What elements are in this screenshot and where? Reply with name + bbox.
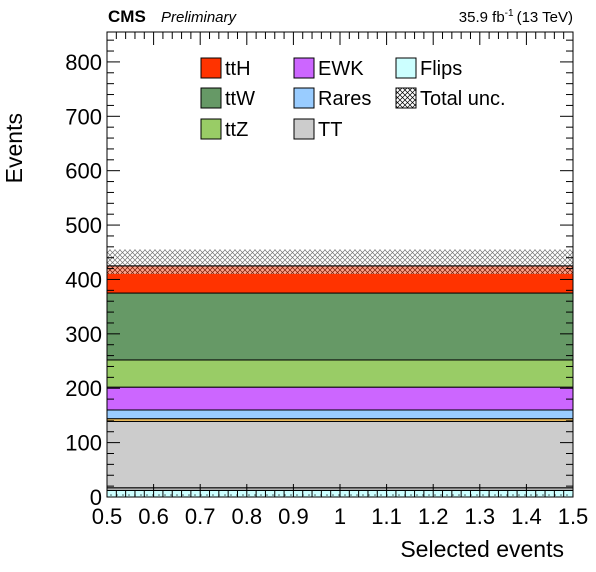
x-tick-label: 0.9 <box>278 504 309 529</box>
legend: ttH EWK Flips ttW Rares Total unc. ttZ TT <box>200 57 506 141</box>
status-label: Preliminary <box>161 9 238 26</box>
x-tick-label: 1.2 <box>418 504 449 529</box>
x-tick-label: 0.7 <box>185 504 216 529</box>
legend-swatch-ewk <box>293 57 315 79</box>
x-tick-label: 1.5 <box>558 504 589 529</box>
axes: 0 100 200 300 400 500 600 700 800 0.5 0.6 0.7 0.8 0.9… <box>65 31 589 529</box>
legend-swatch-ttw <box>200 87 222 109</box>
lumi-value: 35.9 fb <box>459 9 505 26</box>
x-tick-label: 0.8 <box>232 504 263 529</box>
x-tick-label: 1.3 <box>465 504 496 529</box>
legend-label-ttz: ttZ <box>225 119 248 141</box>
stack-bar-ttw <box>106 292 574 361</box>
legend-swatch-ttz <box>200 118 222 140</box>
y-tick-label: 100 <box>65 431 102 456</box>
y-tick-label: 600 <box>65 159 102 184</box>
x-tick-label: 0.6 <box>138 504 169 529</box>
luminosity-label: 35.9 fb-1 (13 TeV) <box>459 8 573 26</box>
legend-label-ewk: EWK <box>318 58 364 80</box>
legend-label-tth: ttH <box>225 58 251 80</box>
stack-bar-rares <box>106 409 574 420</box>
legend-swatch-total-unc- <box>395 87 417 109</box>
legend-swatch-rares <box>293 87 315 109</box>
legend-swatch-tt <box>293 118 315 140</box>
y-axis-title: Events <box>1 113 27 183</box>
x-axis-title: Selected events <box>400 536 564 562</box>
total-uncertainty-band <box>107 249 573 275</box>
x-tick-label: 1.4 <box>511 504 542 529</box>
y-tick-label: 700 <box>65 104 102 129</box>
legend-label-tt: TT <box>318 119 342 141</box>
lumi-exponent: -1 <box>505 8 514 19</box>
y-tick-label: 500 <box>65 213 102 238</box>
stack-layers <box>106 265 574 498</box>
stack-bar-ewk <box>106 386 574 411</box>
stack-bar-ttz <box>106 359 574 388</box>
lumi-energy: (13 TeV) <box>517 9 573 26</box>
experiment-label: CMS <box>108 7 146 26</box>
legend-swatch-flips <box>395 57 417 79</box>
legend-label-total-unc-: Total unc. <box>420 88 506 110</box>
y-tick-label: 0 <box>90 485 102 510</box>
y-tick-label: 400 <box>65 267 102 292</box>
x-tick-label: 0.5 <box>92 504 123 529</box>
x-tick-label: 1.1 <box>371 504 402 529</box>
legend-label-ttw: ttW <box>225 88 255 110</box>
legend-swatch-tth <box>200 57 222 79</box>
legend-label-rares: Rares <box>318 88 371 110</box>
x-tick-label: 1 <box>334 504 346 529</box>
uncertainty-band <box>107 249 573 275</box>
y-tick-label: 300 <box>65 322 102 347</box>
stack-bar-tt <box>106 420 574 489</box>
y-tick-label: 800 <box>65 50 102 75</box>
legend-label-flips: Flips <box>420 58 462 80</box>
y-tick-label: 200 <box>65 376 102 401</box>
